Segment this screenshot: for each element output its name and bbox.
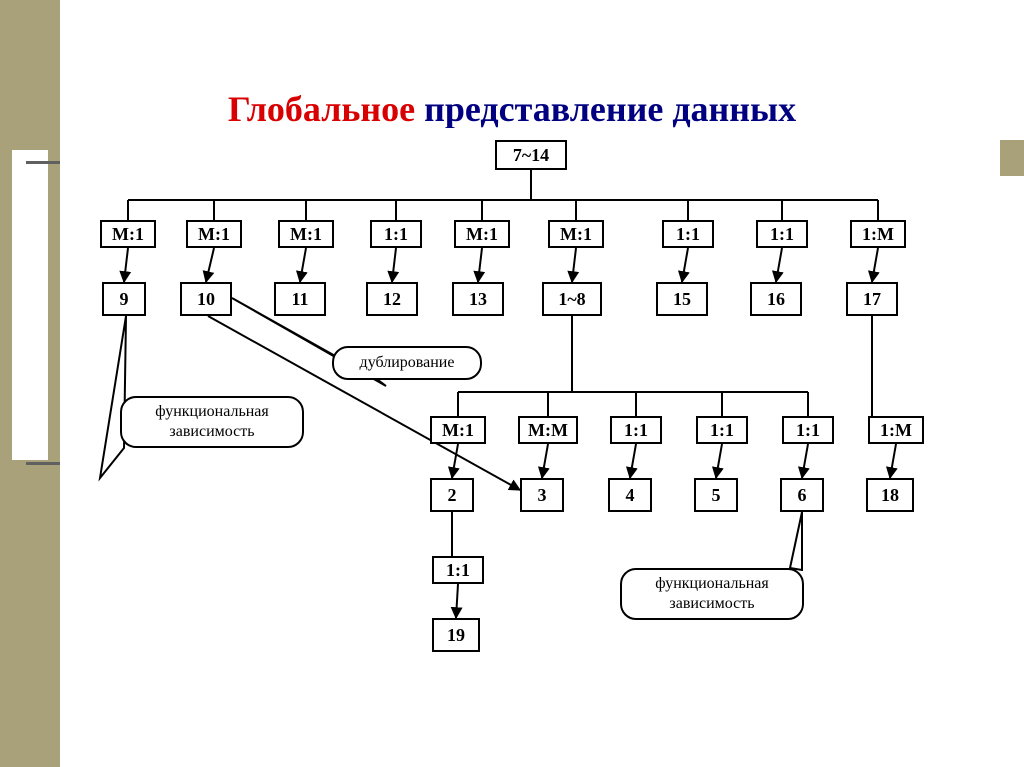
node-l2-6: 6 <box>780 478 824 512</box>
node-l2-18: 18 <box>866 478 914 512</box>
node-l1-13: 13 <box>452 282 504 316</box>
rel-l1-6: 1:1 <box>662 220 714 248</box>
title-rest: представление данных <box>415 89 796 129</box>
diagram-canvas: 7~14 M:1 9 M:1 10 M:1 11 1:1 12 M:1 13 M:1 1~8 1:1 15 1… <box>60 128 1000 748</box>
rel-l1-4: M:1 <box>454 220 510 248</box>
rel-l1-0: M:1 <box>100 220 156 248</box>
node-l1-16: 16 <box>750 282 802 316</box>
rel-l1-3: 1:1 <box>370 220 422 248</box>
node-l2-5: 5 <box>694 478 738 512</box>
rel-l2-extra: 1:M <box>868 416 924 444</box>
rel-l1-2: M:1 <box>278 220 334 248</box>
rel-l2-2: 1:1 <box>610 416 662 444</box>
rel-l1-8: 1:M <box>850 220 906 248</box>
node-l1-17: 17 <box>846 282 898 316</box>
rel-l2-4: 1:1 <box>782 416 834 444</box>
rel-l2-1: M:M <box>518 416 578 444</box>
rel-l1-7: 1:1 <box>756 220 808 248</box>
node-l1-15: 15 <box>656 282 708 316</box>
node-l2-3: 3 <box>520 478 564 512</box>
node-l3-19: 19 <box>432 618 480 652</box>
node-l1-9: 9 <box>102 282 146 316</box>
node-l1-1~8: 1~8 <box>542 282 602 316</box>
node-l2-4: 4 <box>608 478 652 512</box>
node-l2-2: 2 <box>430 478 474 512</box>
callout-c_dup: дублирование <box>332 346 482 380</box>
title-word-1: Глобальное <box>228 89 415 129</box>
callout-c_fd2: функциональнаязависимость <box>620 568 804 620</box>
page-title: Глобальное представление данных <box>0 88 1024 130</box>
hr-bottom <box>26 462 60 465</box>
node-root: 7~14 <box>495 140 567 170</box>
rel-l1-1: M:1 <box>186 220 242 248</box>
node-l1-12: 12 <box>366 282 418 316</box>
callout-c_fd1: функциональнаязависимость <box>120 396 304 448</box>
node-l1-10: 10 <box>180 282 232 316</box>
rel-l3: 1:1 <box>432 556 484 584</box>
rel-l2-0: M:1 <box>430 416 486 444</box>
node-l1-11: 11 <box>274 282 326 316</box>
rel-l2-3: 1:1 <box>696 416 748 444</box>
rel-l1-5: M:1 <box>548 220 604 248</box>
